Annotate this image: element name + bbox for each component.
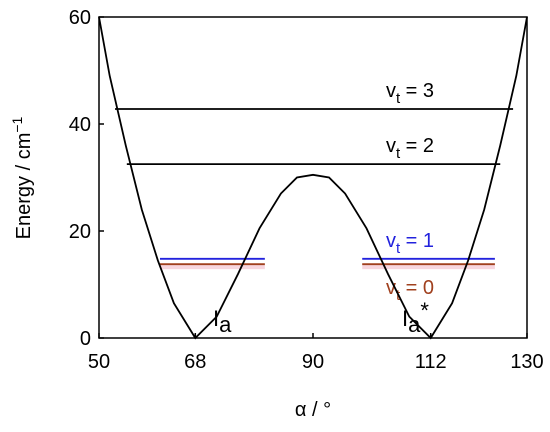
level-label-sub: t: [396, 240, 401, 257]
level-label-v: v: [386, 277, 396, 299]
x-tick-label: 112: [415, 351, 447, 373]
level-label-rest: = 0: [400, 277, 434, 299]
level-label: vt = 3: [386, 80, 434, 107]
level-label-v: v: [386, 230, 396, 252]
plot-frame: [98, 16, 528, 339]
level-label-v: v: [386, 135, 396, 157]
level-band: [159, 264, 265, 270]
level-label-rest: = 2: [400, 135, 434, 157]
well-label: Ia: [213, 306, 232, 337]
well-label-suffix: *: [420, 298, 429, 323]
well-label: Ia*: [402, 298, 429, 337]
level-label-sub: t: [396, 145, 401, 162]
y-tick-label: 0: [80, 328, 91, 350]
level-label-rest: = 3: [400, 80, 434, 102]
level-label: vt = 2: [386, 135, 434, 162]
level-label-v: v: [386, 80, 396, 102]
y-tick-label: 20: [69, 221, 91, 243]
well-label-text: I: [402, 306, 408, 331]
level-band: [362, 264, 495, 270]
x-tick-label: 68: [184, 351, 206, 373]
well-label-text: I: [213, 306, 219, 331]
y-tick-label: 40: [69, 114, 91, 136]
y-axis-label: Energy / cm−1: [9, 116, 35, 239]
x-tick-label: 50: [88, 351, 110, 373]
well-label-sub: a: [219, 312, 232, 337]
potential-curve: [98, 16, 528, 340]
level-label: vt = 1: [386, 230, 434, 257]
x-tick-label: 90: [302, 351, 324, 373]
x-axis-label: α / °: [295, 399, 331, 421]
well-label-sub: a: [408, 312, 421, 337]
y-tick-label: 60: [69, 7, 91, 29]
x-tick-label: 130: [510, 351, 543, 373]
level-label-sub: t: [396, 90, 401, 107]
level-label-rest: = 1: [400, 230, 434, 252]
